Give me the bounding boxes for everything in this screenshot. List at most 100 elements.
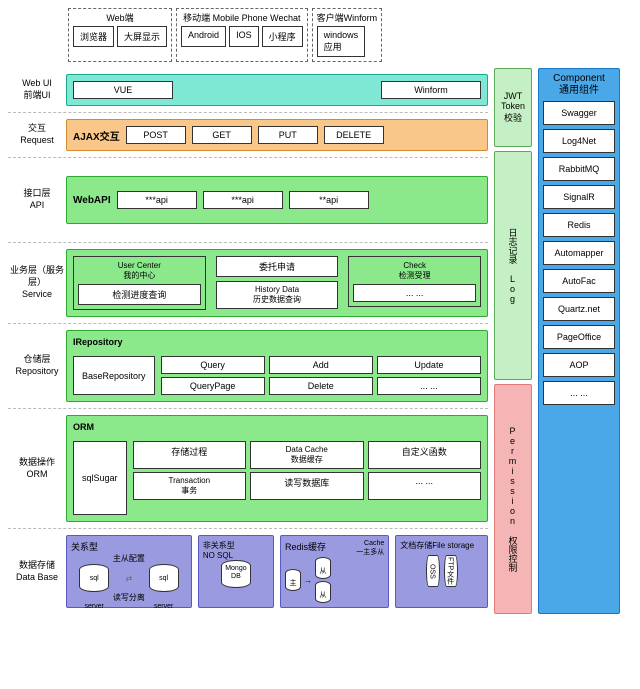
orm-more: ... ... bbox=[368, 472, 481, 500]
db-redis: Redis缓存 Cache 一主多从 主 → 从 从 bbox=[280, 535, 389, 608]
layer-orm: 数据操作ORM ORM sqlSugar 存储过程 Data Cache 数据缓… bbox=[8, 409, 488, 529]
layer-label-cn: 数据存储 bbox=[8, 560, 66, 572]
webui-box: VUE Winform bbox=[66, 74, 488, 106]
svc-more: ... ... bbox=[353, 284, 476, 302]
sqlsugar: sqlSugar bbox=[73, 441, 127, 515]
group-hdr: Check 检测受理 bbox=[353, 261, 476, 281]
api-box: WebAPI ***api ***api **api bbox=[66, 176, 488, 224]
cylinder-slave-icon: 从 bbox=[315, 581, 331, 603]
cylinder-ftp-icon: FTP文件 bbox=[444, 555, 458, 587]
orm-transaction: Transaction 事务 bbox=[133, 472, 246, 500]
user-center-group: User Center 我的中心 检测进度查询 bbox=[73, 256, 206, 310]
orm-proc: 存储过程 bbox=[133, 441, 246, 469]
orm-cache: Data Cache 数据缓存 bbox=[250, 441, 363, 469]
method-post: POST bbox=[126, 126, 186, 144]
irepository-label: IRepository bbox=[73, 337, 481, 347]
repo-update: Update bbox=[377, 356, 481, 374]
client-bigscreen: 大屏显示 bbox=[117, 26, 167, 47]
svc-entrust: 委托申请 bbox=[216, 256, 339, 277]
web-clients: Web端 浏览器 大屏显示 bbox=[68, 8, 172, 62]
mobile-clients: 移动端 Mobile Phone Wechat Android IOS 小程序 bbox=[176, 8, 308, 62]
components-title: Component 通用组件 bbox=[543, 73, 615, 97]
layer-label-cn: 业务层（服务层） bbox=[8, 265, 66, 288]
orm-box: ORM sqlSugar 存储过程 Data Cache 数据缓存 自定义函数 … bbox=[66, 415, 488, 522]
layer-label-cn: 交互 bbox=[8, 123, 66, 135]
db-hdr: Redis缓存 bbox=[285, 540, 326, 557]
layer-label-en: ORM bbox=[8, 469, 66, 481]
db-filestorage: 文档存储File storage OSS FTP文件 bbox=[395, 535, 488, 608]
repo-querypage: QueryPage bbox=[161, 377, 265, 395]
component-item: Redis bbox=[543, 213, 615, 237]
svc-progress: 检测进度查询 bbox=[78, 284, 201, 305]
service-box: User Center 我的中心 检测进度查询 委托申请 History Dat… bbox=[66, 249, 488, 317]
orm-rw: 读写数据库 bbox=[250, 472, 363, 500]
layer-label-cn: 仓储层 bbox=[8, 354, 66, 366]
layer-request: 交互Request AJAX交互 POST GET PUT DELETE bbox=[8, 113, 488, 158]
method-get: GET bbox=[192, 126, 252, 144]
repo-query: Query bbox=[161, 356, 265, 374]
client-miniprogram: 小程序 bbox=[262, 26, 303, 47]
component-item: Log4Net bbox=[543, 129, 615, 153]
component-item: AutoFac bbox=[543, 269, 615, 293]
group-title: Web端 bbox=[73, 11, 167, 24]
layer-label-en: Service bbox=[8, 289, 66, 301]
pillar-log: 日志记录 Log bbox=[494, 151, 532, 381]
db-hdr: 关系型 bbox=[71, 540, 187, 553]
client-android: Android bbox=[181, 26, 226, 47]
client-windows: windows 应用 bbox=[317, 26, 366, 57]
ui-vue: VUE bbox=[73, 81, 173, 99]
orm-func: 自定义函数 bbox=[368, 441, 481, 469]
check-group: Check 检测受理 ... ... bbox=[348, 256, 481, 307]
client-tier: Web端 浏览器 大屏显示 移动端 Mobile Phone Wechat An… bbox=[68, 8, 632, 62]
cross-cutting-pillars: JWT Token 校验 日志记录 Log Permission 权限控制 bbox=[494, 68, 532, 614]
ui-winform: Winform bbox=[381, 81, 481, 99]
db-hdr: 非关系型 NO SQL bbox=[203, 540, 269, 560]
webapi-label: WebAPI bbox=[73, 195, 111, 206]
svc-history: History Data 历史数据查询 bbox=[216, 281, 339, 309]
cylinder-icon: sql server bbox=[79, 564, 109, 592]
api-1: ***api bbox=[117, 191, 197, 209]
component-item: Swagger bbox=[543, 101, 615, 125]
base-repository: BaseRepository bbox=[73, 356, 155, 395]
layer-api: 接口层API WebAPI ***api ***api **api bbox=[8, 158, 488, 243]
client-browser: 浏览器 bbox=[73, 26, 114, 47]
layer-service: 业务层（服务层）Service User Center 我的中心 检测进度查询 … bbox=[8, 243, 488, 324]
layer-label-en: Repository bbox=[8, 366, 66, 378]
layer-label-en: Request bbox=[8, 135, 66, 147]
cylinder-master-icon: 主 bbox=[285, 569, 301, 591]
method-put: PUT bbox=[258, 126, 318, 144]
repo-more: ... ... bbox=[377, 377, 481, 395]
component-item: Quartz.net bbox=[543, 297, 615, 321]
layer-webui: Web UI前端UI VUE Winform bbox=[8, 68, 488, 113]
cylinder-icon: sql server bbox=[149, 564, 179, 592]
cylinder-oss-icon: OSS bbox=[426, 555, 440, 587]
winform-clients: 客户端Winform windows 应用 bbox=[312, 8, 383, 62]
cylinder-icon: Mongo DB bbox=[221, 560, 251, 588]
cylinder-slave-icon: 从 bbox=[315, 557, 331, 579]
group-hdr: User Center 我的中心 bbox=[78, 261, 201, 281]
request-box: AJAX交互 POST GET PUT DELETE bbox=[66, 119, 488, 151]
layer-label-cn: 接口层 bbox=[8, 188, 66, 200]
layer-label-cn: Web UI bbox=[8, 78, 66, 90]
component-item: PageOffice bbox=[543, 325, 615, 349]
component-item: Automapper bbox=[543, 241, 615, 265]
orm-label: ORM bbox=[73, 422, 481, 432]
api-2: ***api bbox=[203, 191, 283, 209]
components-panel: Component 通用组件 Swagger Log4Net RabbitMQ Sig… bbox=[538, 68, 620, 614]
layer-database: 数据存储Data Base 关系型 主从配置 sql server ⇄ sql … bbox=[8, 529, 488, 614]
db-nosql: 非关系型 NO SQL Mongo DB bbox=[198, 535, 274, 608]
layer-label-en: Data Base bbox=[8, 572, 66, 584]
master-slave-cfg: 主从配置 bbox=[71, 553, 187, 564]
component-item: SignalR bbox=[543, 185, 615, 209]
repo-add: Add bbox=[269, 356, 373, 374]
client-ios: IOS bbox=[229, 26, 259, 47]
repo-box: IRepository BaseRepository Query Add Upd… bbox=[66, 330, 488, 402]
component-item: AOP bbox=[543, 353, 615, 377]
group-title: 移动端 Mobile Phone Wechat bbox=[181, 11, 303, 24]
api-3: **api bbox=[289, 191, 369, 209]
repo-delete: Delete bbox=[269, 377, 373, 395]
component-item: RabbitMQ bbox=[543, 157, 615, 181]
group-title: 客户端Winform bbox=[317, 11, 378, 24]
method-delete: DELETE bbox=[324, 126, 384, 144]
layer-label-en: 前端UI bbox=[8, 90, 66, 102]
